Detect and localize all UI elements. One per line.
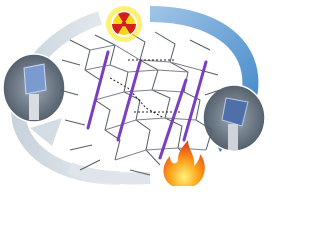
fire xyxy=(163,140,205,186)
hbond xyxy=(109,77,165,119)
chain xyxy=(182,60,208,142)
chain xyxy=(116,60,142,142)
chain xyxy=(158,78,188,160)
gray-arrow-tail xyxy=(67,162,151,185)
right-crystal-photo xyxy=(202,84,266,152)
holder xyxy=(228,124,238,150)
radiation-symbol xyxy=(106,6,142,42)
gray-arrow-head xyxy=(30,118,62,146)
bond xyxy=(124,29,191,161)
crystal xyxy=(221,97,249,127)
graphical-abstract xyxy=(2,6,266,186)
left-crystal-photo xyxy=(2,53,66,123)
crystal xyxy=(23,63,47,95)
bond xyxy=(94,34,161,166)
flame xyxy=(163,140,205,186)
crystal-structure xyxy=(59,29,221,176)
bond xyxy=(59,39,221,176)
page xyxy=(2,6,266,186)
chain xyxy=(86,50,110,130)
metal-chains xyxy=(86,50,208,160)
hbond xyxy=(128,59,180,113)
center xyxy=(121,21,127,27)
holder xyxy=(29,94,39,120)
